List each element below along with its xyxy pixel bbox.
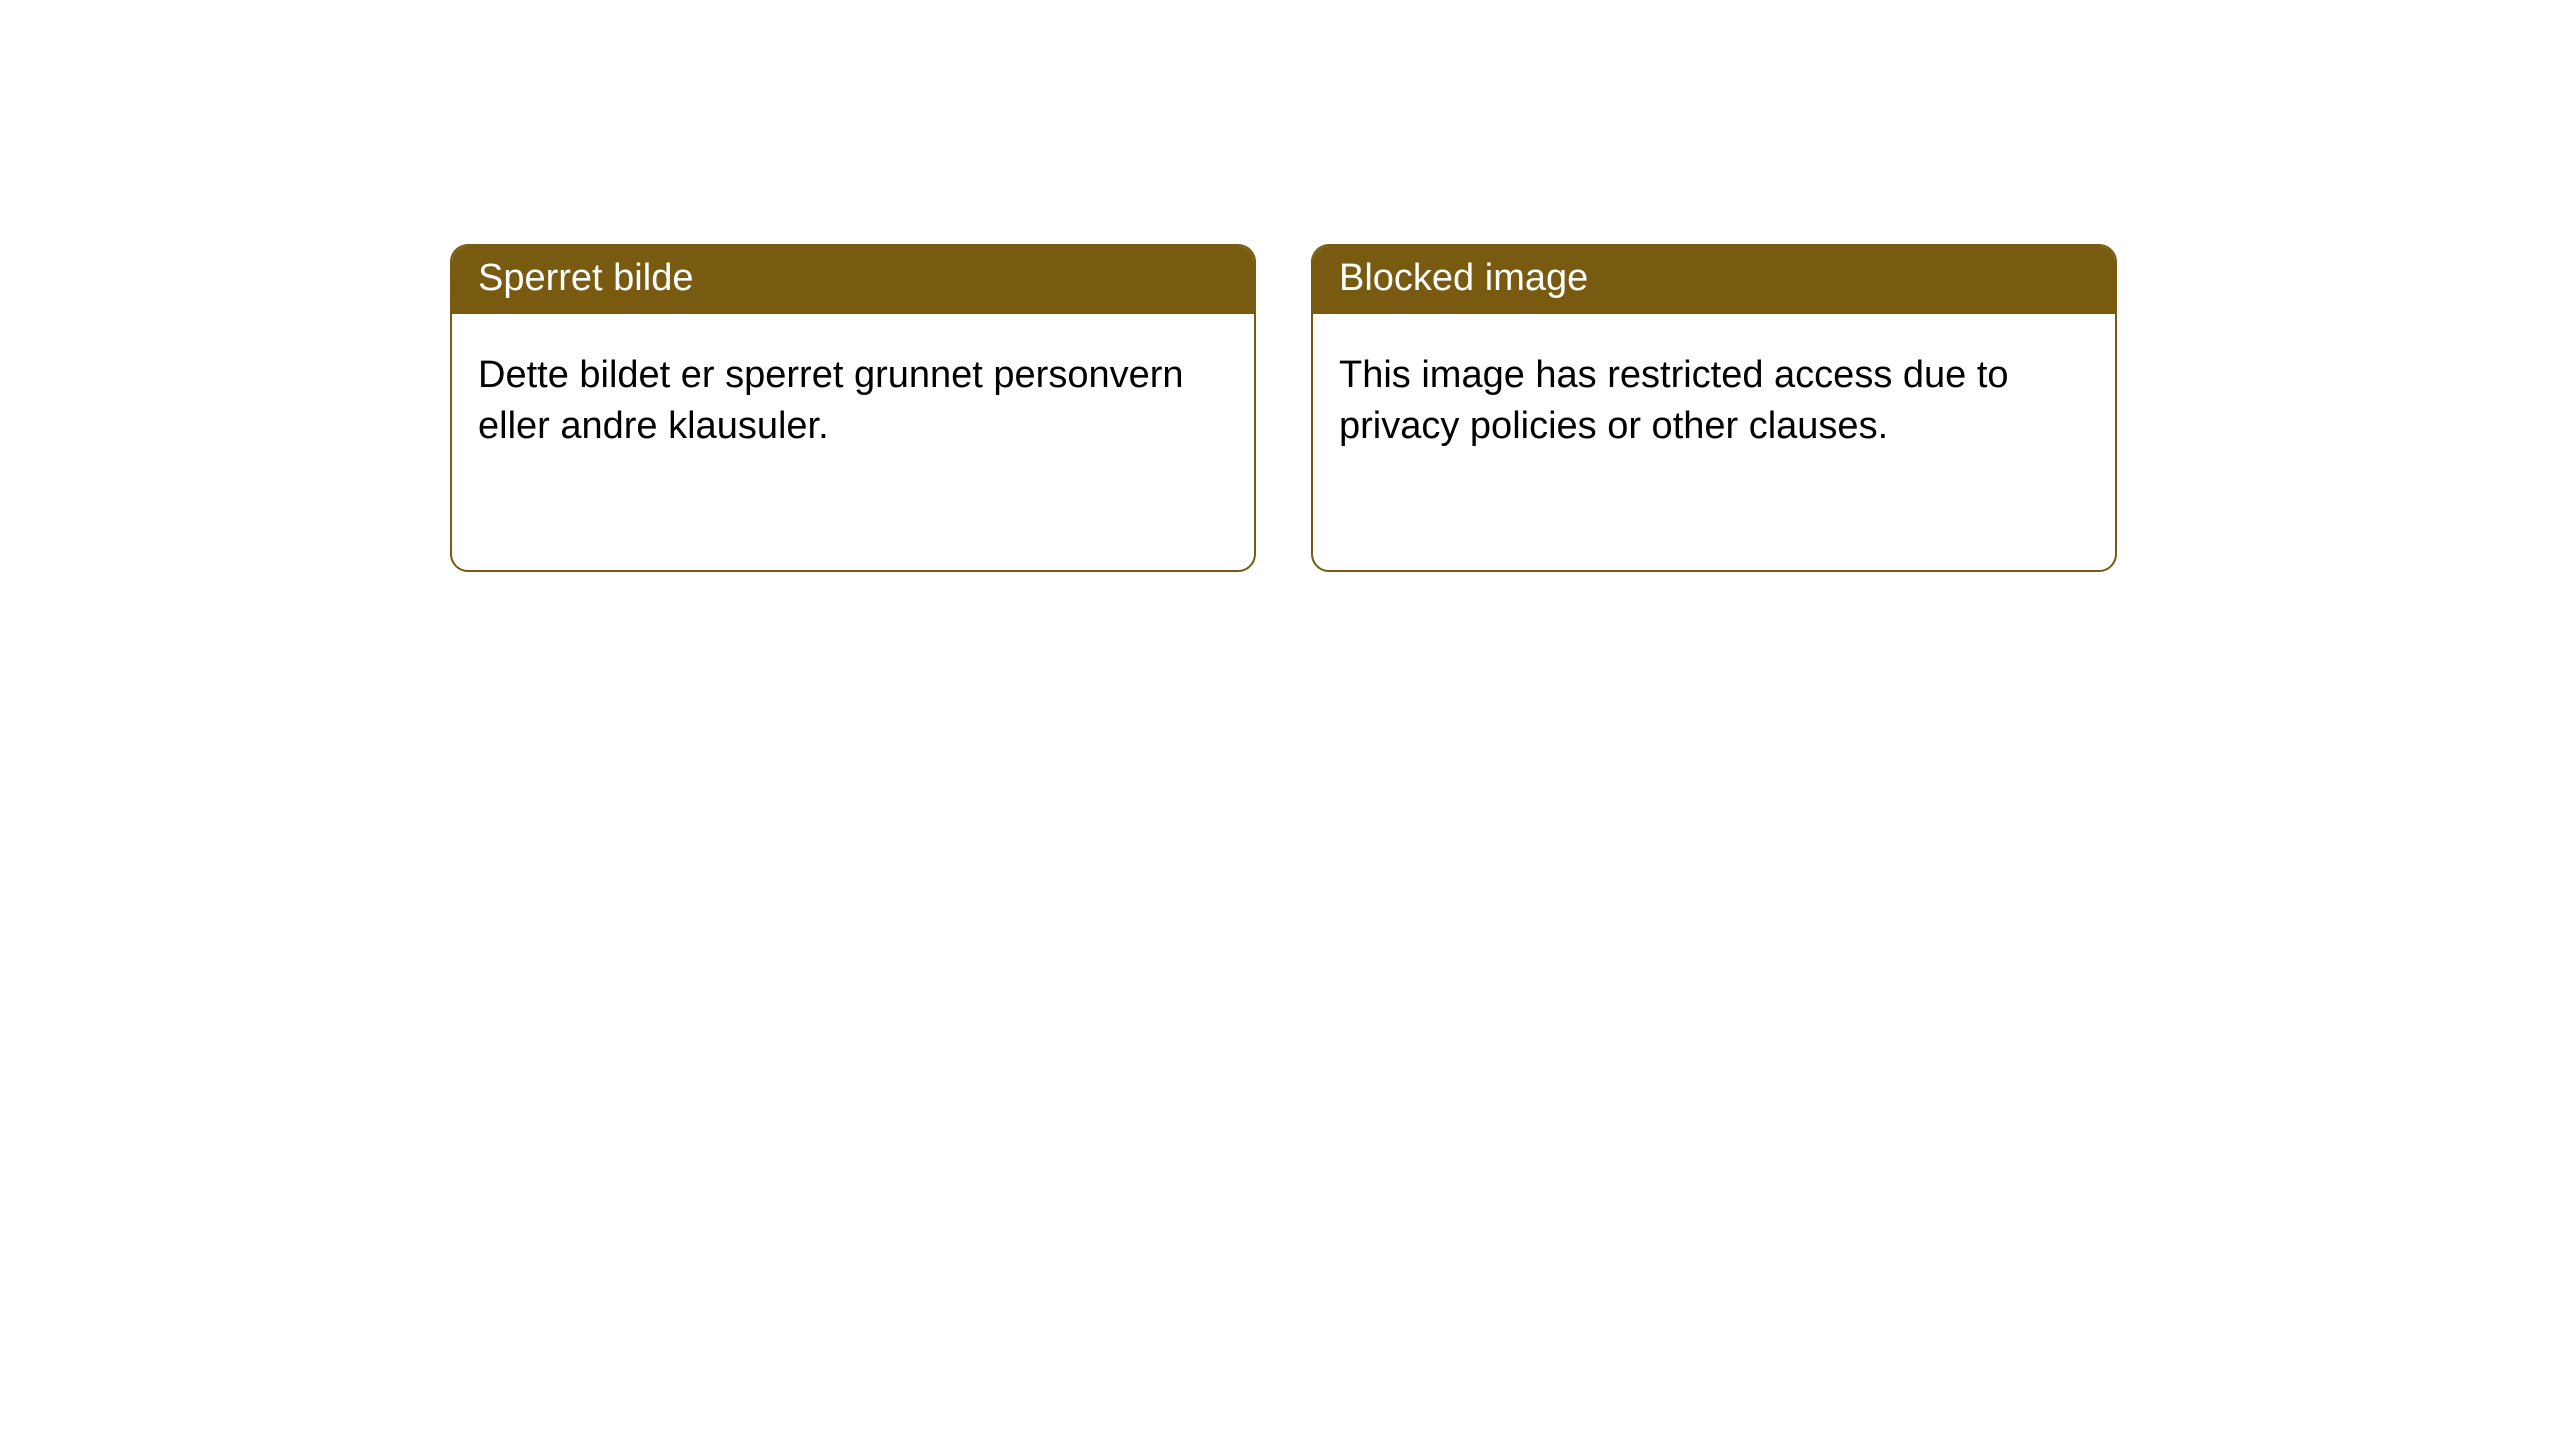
card-title: Blocked image xyxy=(1313,246,2115,314)
card-body: Dette bildet er sperret grunnet personve… xyxy=(452,314,1254,570)
card-body: This image has restricted access due to … xyxy=(1313,314,2115,570)
blocked-image-card-no: Sperret bilde Dette bildet er sperret gr… xyxy=(450,244,1256,572)
blocked-image-card-en: Blocked image This image has restricted … xyxy=(1311,244,2117,572)
cards-container: Sperret bilde Dette bildet er sperret gr… xyxy=(0,0,2560,572)
card-title: Sperret bilde xyxy=(452,246,1254,314)
